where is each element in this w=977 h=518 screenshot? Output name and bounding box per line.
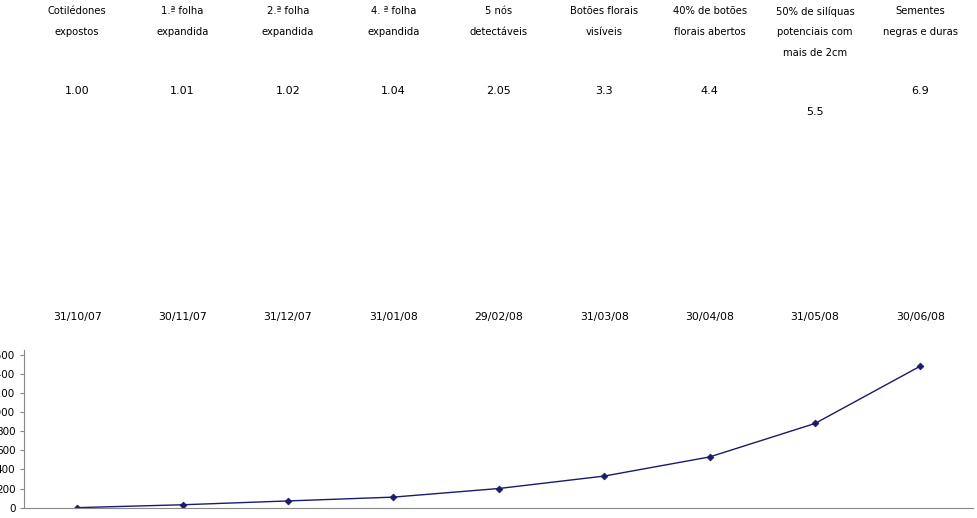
Text: 31/12/07: 31/12/07 bbox=[264, 312, 312, 322]
Text: 1.01: 1.01 bbox=[170, 86, 194, 96]
Text: potenciais com: potenciais com bbox=[777, 27, 852, 37]
Text: 1.04: 1.04 bbox=[381, 86, 405, 96]
Text: 29/02/08: 29/02/08 bbox=[474, 312, 523, 322]
Text: florais abertos: florais abertos bbox=[673, 27, 744, 37]
Text: negras e duras: negras e duras bbox=[882, 27, 956, 37]
Text: 3.3: 3.3 bbox=[595, 86, 613, 96]
Text: 50% de silíquas: 50% de silíquas bbox=[775, 6, 854, 17]
Text: 40% de botões: 40% de botões bbox=[672, 6, 745, 16]
Text: 2.05: 2.05 bbox=[486, 86, 511, 96]
Text: Botões florais: Botões florais bbox=[570, 6, 638, 16]
Text: 31/03/08: 31/03/08 bbox=[579, 312, 628, 322]
Text: 4.4: 4.4 bbox=[700, 86, 718, 96]
Text: detectáveis: detectáveis bbox=[469, 27, 528, 37]
Text: 31/05/08: 31/05/08 bbox=[789, 312, 838, 322]
Text: 1.00: 1.00 bbox=[64, 86, 89, 96]
Text: 1.02: 1.02 bbox=[276, 86, 300, 96]
Text: 30/06/08: 30/06/08 bbox=[895, 312, 944, 322]
Text: expandida: expandida bbox=[156, 27, 208, 37]
Text: 30/11/07: 30/11/07 bbox=[158, 312, 207, 322]
Text: 6.9: 6.9 bbox=[911, 86, 928, 96]
Text: 1.ª folha: 1.ª folha bbox=[161, 6, 203, 16]
Text: 5.5: 5.5 bbox=[805, 107, 823, 117]
Text: expostos: expostos bbox=[55, 27, 100, 37]
Text: expandida: expandida bbox=[262, 27, 314, 37]
Text: 5 nós: 5 nós bbox=[485, 6, 512, 16]
Text: 31/10/07: 31/10/07 bbox=[53, 312, 102, 322]
Text: expandida: expandida bbox=[366, 27, 419, 37]
Text: mais de 2cm: mais de 2cm bbox=[783, 48, 846, 57]
Text: 31/01/08: 31/01/08 bbox=[368, 312, 417, 322]
Text: Cotilédones: Cotilédones bbox=[48, 6, 106, 16]
Text: 30/04/08: 30/04/08 bbox=[685, 312, 734, 322]
Text: 4. ª folha: 4. ª folha bbox=[370, 6, 415, 16]
Text: Sementes: Sementes bbox=[895, 6, 945, 16]
Text: 2.ª folha: 2.ª folha bbox=[267, 6, 309, 16]
Text: visíveis: visíveis bbox=[585, 27, 622, 37]
